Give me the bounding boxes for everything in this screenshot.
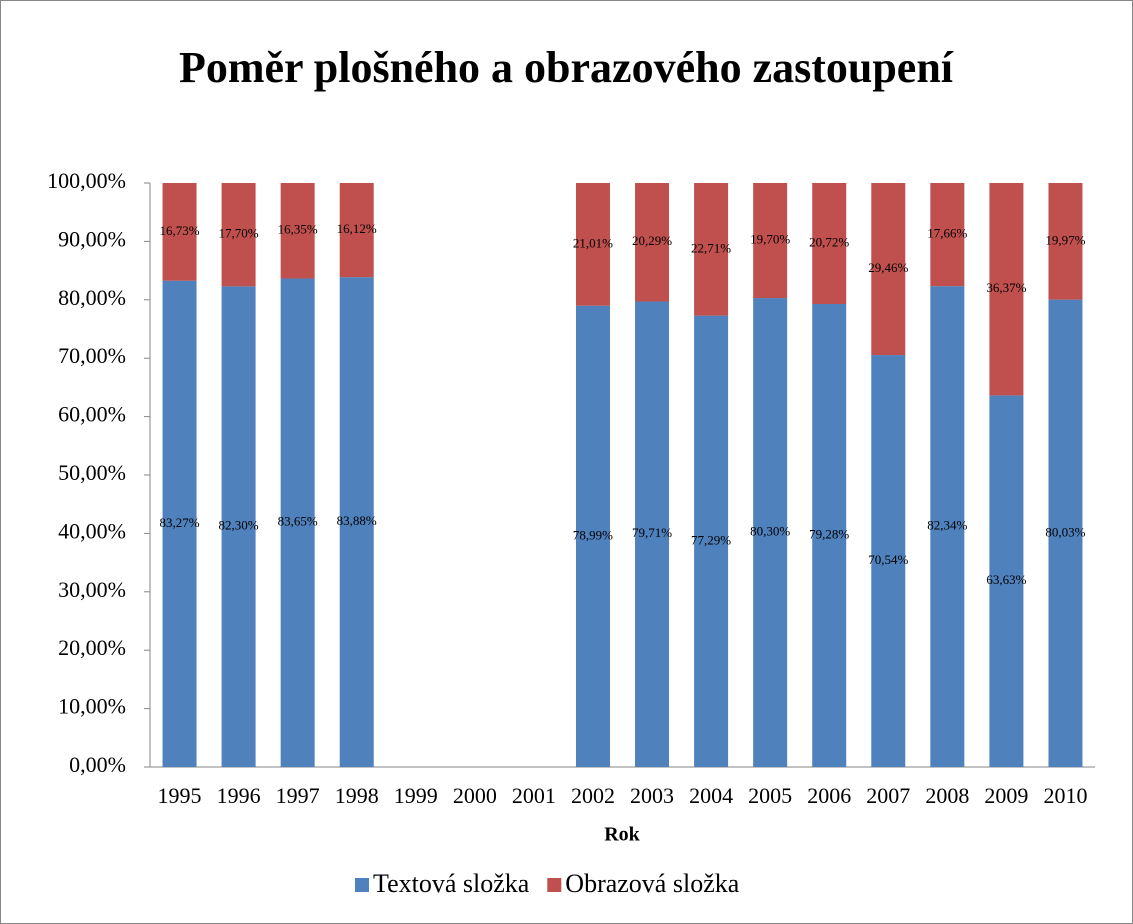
- y-tick-label: 30,00%: [58, 577, 126, 602]
- legend-label: Obrazová složka: [565, 869, 739, 898]
- data-label: 83,65%: [278, 514, 318, 529]
- y-tick-label: 50,00%: [58, 460, 126, 485]
- bar-segment: [812, 304, 847, 767]
- y-tick-label: 40,00%: [58, 518, 126, 543]
- data-label: 17,70%: [219, 226, 259, 241]
- bar-segment: [694, 183, 729, 316]
- x-tick-label: 2003: [630, 783, 674, 808]
- bar-segment: [871, 355, 906, 767]
- y-tick-label: 100,00%: [47, 168, 126, 193]
- bar-segment: [635, 183, 670, 302]
- bar-segment: [221, 286, 256, 767]
- y-tick-label: 90,00%: [58, 226, 126, 251]
- data-label: 83,88%: [337, 513, 377, 528]
- bar-segment: [221, 183, 256, 287]
- data-label: 16,73%: [159, 223, 199, 238]
- y-tick-label: 10,00%: [58, 694, 126, 719]
- data-label: 83,27%: [159, 515, 199, 530]
- data-label: 77,29%: [691, 532, 731, 547]
- data-label: 21,01%: [573, 235, 613, 250]
- data-label: 29,46%: [868, 260, 908, 275]
- bar-segment: [1048, 299, 1083, 767]
- bar-segment: [162, 183, 197, 281]
- x-tick-label: 1998: [335, 783, 379, 808]
- x-tick-label: 2002: [571, 783, 615, 808]
- data-label: 22,71%: [691, 240, 731, 255]
- data-label: 80,30%: [750, 524, 790, 539]
- data-label: 80,03%: [1045, 524, 1085, 539]
- x-tick-label: 2000: [453, 783, 497, 808]
- chart-title: Poměr plošného a obrazového zastoupení: [179, 43, 954, 92]
- bar-segment: [871, 183, 906, 356]
- data-label: 16,35%: [278, 222, 318, 237]
- data-label: 82,30%: [219, 518, 259, 533]
- bar-segment: [575, 183, 610, 306]
- x-tick-label: 1999: [394, 783, 438, 808]
- x-axis-title: Rok: [604, 824, 640, 846]
- legend-swatch: [355, 878, 369, 892]
- data-label: 17,66%: [927, 226, 967, 241]
- x-tick-label: 2007: [866, 783, 910, 808]
- y-tick-label: 60,00%: [58, 402, 126, 427]
- bar-segment: [575, 305, 610, 767]
- data-label: 78,99%: [573, 527, 613, 542]
- bar-segment: [989, 183, 1024, 396]
- data-label: 16,12%: [337, 221, 377, 236]
- bar-segment: [930, 183, 965, 287]
- data-label: 19,97%: [1045, 232, 1085, 247]
- y-tick-label: 0,00%: [69, 752, 126, 777]
- bar-segment: [753, 183, 788, 299]
- data-label: 63,63%: [986, 572, 1026, 587]
- bar-segment: [694, 315, 729, 767]
- data-label: 70,54%: [868, 552, 908, 567]
- bar-segment: [635, 301, 670, 767]
- x-tick-label: 2008: [925, 783, 969, 808]
- data-label: 19,70%: [750, 232, 790, 247]
- x-tick-label: 2010: [1043, 783, 1087, 808]
- bar-segment: [989, 395, 1024, 767]
- legend-label: Textová složka: [373, 869, 530, 898]
- bar-segment: [1048, 183, 1083, 300]
- bar-segment: [339, 277, 374, 767]
- bar-segment: [930, 286, 965, 767]
- data-label: 79,71%: [632, 525, 672, 540]
- bar-segment: [812, 183, 847, 305]
- data-label: 20,72%: [809, 234, 849, 249]
- x-tick-label: 2004: [689, 783, 733, 808]
- x-tick-label: 2006: [807, 783, 851, 808]
- y-tick-label: 80,00%: [58, 285, 126, 310]
- legend-swatch: [547, 878, 562, 892]
- bar-segment: [162, 280, 197, 767]
- data-label: 36,37%: [986, 280, 1026, 295]
- data-label: 20,29%: [632, 233, 672, 248]
- x-tick-label: 1996: [217, 783, 261, 808]
- bar-segment: [339, 183, 374, 278]
- bar-segment: [753, 298, 788, 767]
- x-tick-label: 1995: [158, 783, 202, 808]
- x-tick-label: 2005: [748, 783, 792, 808]
- x-tick-label: 2001: [512, 783, 556, 808]
- bar-segment: [280, 183, 315, 279]
- y-tick-label: 70,00%: [58, 343, 126, 368]
- x-tick-label: 1997: [276, 783, 320, 808]
- data-label: 79,28%: [809, 526, 849, 541]
- data-label: 82,34%: [927, 518, 967, 533]
- y-tick-label: 20,00%: [58, 635, 126, 660]
- x-tick-label: 2009: [984, 783, 1028, 808]
- bar-segment: [280, 278, 315, 767]
